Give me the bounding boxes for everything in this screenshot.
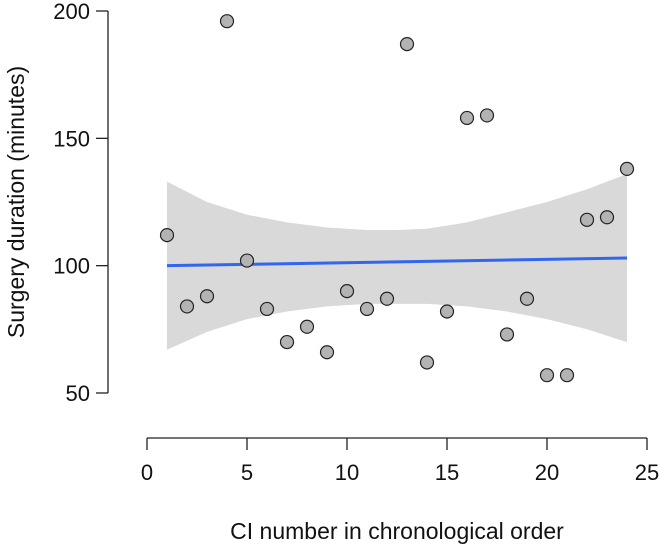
data-point [339, 284, 355, 299]
data-point [279, 334, 295, 350]
data-point [559, 368, 575, 383]
data-point [179, 299, 195, 314]
data-point [539, 368, 555, 383]
x-tick-label: 20 [535, 460, 559, 485]
x-tick-label: 10 [335, 460, 359, 485]
data-point [599, 210, 615, 225]
data-point [199, 289, 215, 304]
data-point [519, 291, 535, 306]
data-point [579, 212, 595, 227]
x-tick-label: 15 [435, 460, 459, 485]
data-point [419, 355, 435, 370]
y-axis-title: Surgery duration (minutes) [3, 66, 29, 338]
data-point [359, 301, 375, 317]
x-tick-label: 25 [635, 460, 659, 485]
y-tick-label: 200 [53, 0, 90, 24]
y-tick-label: 100 [53, 254, 90, 279]
data-point [379, 291, 395, 306]
data-point [459, 110, 475, 126]
data-point [219, 14, 235, 29]
data-point [619, 161, 635, 176]
data-point [479, 108, 495, 123]
data-point [499, 327, 515, 342]
data-point [399, 37, 415, 52]
x-tick-label: 5 [241, 460, 253, 485]
data-point [259, 301, 275, 317]
y-tick-label: 50 [66, 381, 90, 406]
data-point [159, 228, 175, 243]
axes-layer: 50 100 150 200 0 5 10 15 20 25 [53, 0, 659, 485]
x-axis-title: CI number in chronological order [230, 518, 564, 544]
x-tick-label: 0 [141, 460, 153, 485]
data-point [319, 345, 335, 360]
points-layer [159, 14, 635, 383]
data-point [439, 304, 455, 319]
data-point [299, 319, 315, 334]
data-point [239, 253, 255, 268]
y-tick-label: 150 [53, 126, 90, 151]
